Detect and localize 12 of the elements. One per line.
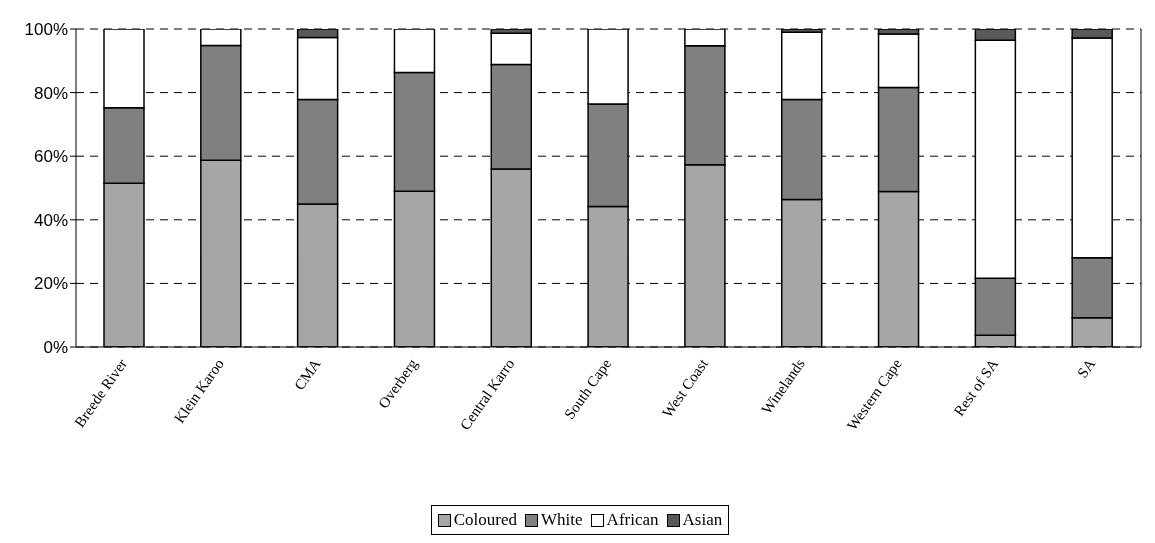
y-tick-label: 80%	[33, 83, 68, 103]
y-tick-label: 20%	[33, 274, 68, 294]
legend-label: White	[541, 510, 583, 530]
legend-label: African	[606, 510, 659, 530]
y-tick-label: 0%	[43, 338, 68, 358]
legend-label: Asian	[682, 510, 723, 530]
x-tick-label: Rest of SA	[950, 355, 1002, 419]
y-tick-label: 40%	[33, 210, 68, 230]
x-tick-label: SA	[1074, 355, 1099, 381]
y-tick-label: 100%	[24, 20, 68, 40]
y-tick-label: 60%	[33, 147, 68, 167]
legend-label: Coloured	[453, 510, 518, 530]
